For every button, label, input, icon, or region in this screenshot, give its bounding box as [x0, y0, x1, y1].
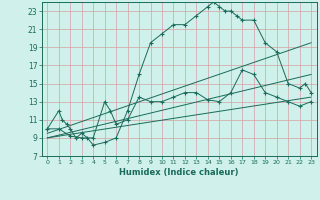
X-axis label: Humidex (Indice chaleur): Humidex (Indice chaleur) [119, 168, 239, 177]
